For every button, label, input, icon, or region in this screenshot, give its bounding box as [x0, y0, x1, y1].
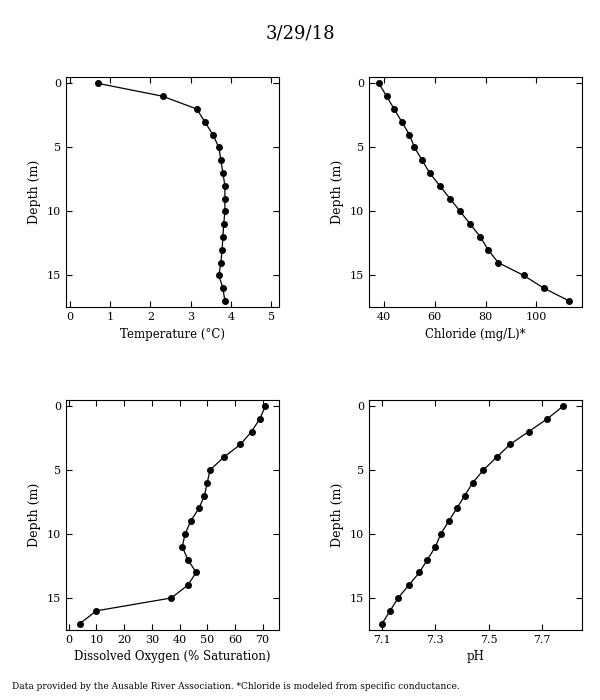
- Y-axis label: Depth (m): Depth (m): [331, 160, 344, 224]
- X-axis label: Temperature (°C): Temperature (°C): [120, 328, 225, 341]
- Y-axis label: Depth (m): Depth (m): [28, 160, 41, 224]
- Y-axis label: Depth (m): Depth (m): [28, 483, 41, 547]
- X-axis label: Dissolved Oxygen (% Saturation): Dissolved Oxygen (% Saturation): [74, 650, 271, 664]
- Text: Data provided by the Ausable River Association. *Chloride is modeled from specif: Data provided by the Ausable River Assoc…: [12, 682, 460, 691]
- Y-axis label: Depth (m): Depth (m): [331, 483, 344, 547]
- X-axis label: pH: pH: [466, 650, 484, 664]
- Text: 3/29/18: 3/29/18: [265, 25, 335, 43]
- X-axis label: Chloride (mg/L)*: Chloride (mg/L)*: [425, 328, 526, 341]
